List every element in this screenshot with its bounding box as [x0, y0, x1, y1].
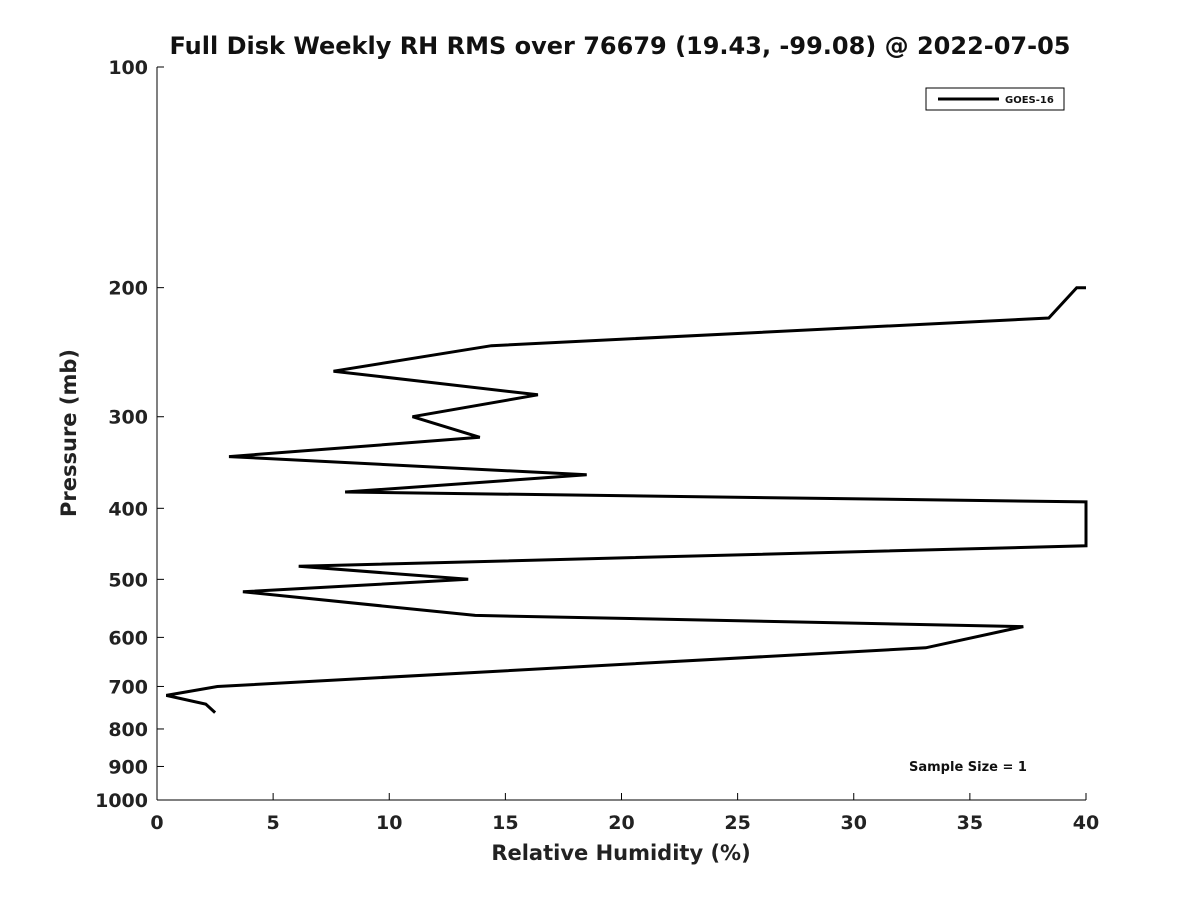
x-tick-label: 25 — [724, 812, 750, 834]
y-tick-label: 900 — [108, 756, 148, 778]
y-tick-label: 200 — [108, 278, 148, 300]
series-line-goes-16 — [165, 286, 1088, 714]
series-group — [165, 286, 1088, 714]
y-tick-label: 700 — [108, 676, 148, 698]
y-tick-label: 100 — [108, 57, 148, 79]
legend: GOES-16 — [925, 87, 1065, 111]
x-tick-label: 40 — [1073, 812, 1099, 834]
x-axis-label: Relative Humidity (%) — [491, 841, 750, 865]
x-tick-label: 15 — [492, 812, 518, 834]
plot-area — [156, 67, 1086, 801]
x-tick-label: 0 — [150, 812, 163, 834]
y-ticks: 100 200 300 400 500 600 700 800 900 1000 — [95, 57, 164, 812]
y-tick-label: 300 — [108, 407, 148, 429]
y-tick-label: 500 — [108, 569, 148, 591]
y-tick-label: 600 — [108, 627, 148, 649]
chart-title: Full Disk Weekly RH RMS over 76679 (19.4… — [169, 32, 1070, 60]
x-ticks: 0 5 10 15 20 25 30 35 40 — [150, 793, 1099, 834]
sample-size-annotation: Sample Size = 1 — [909, 760, 1027, 775]
x-tick-label: 5 — [267, 812, 280, 834]
y-axis-label: Pressure (mb) — [57, 349, 81, 517]
x-tick-label: 20 — [608, 812, 634, 834]
y-tick-label: 400 — [108, 498, 148, 520]
x-tick-label: 30 — [841, 812, 867, 834]
x-tick-label: 10 — [376, 812, 402, 834]
x-tick-label: 35 — [957, 812, 983, 834]
y-tick-label: 1000 — [95, 790, 148, 812]
legend-label-goes-16: GOES-16 — [1005, 95, 1054, 106]
y-tick-label: 800 — [108, 719, 148, 741]
